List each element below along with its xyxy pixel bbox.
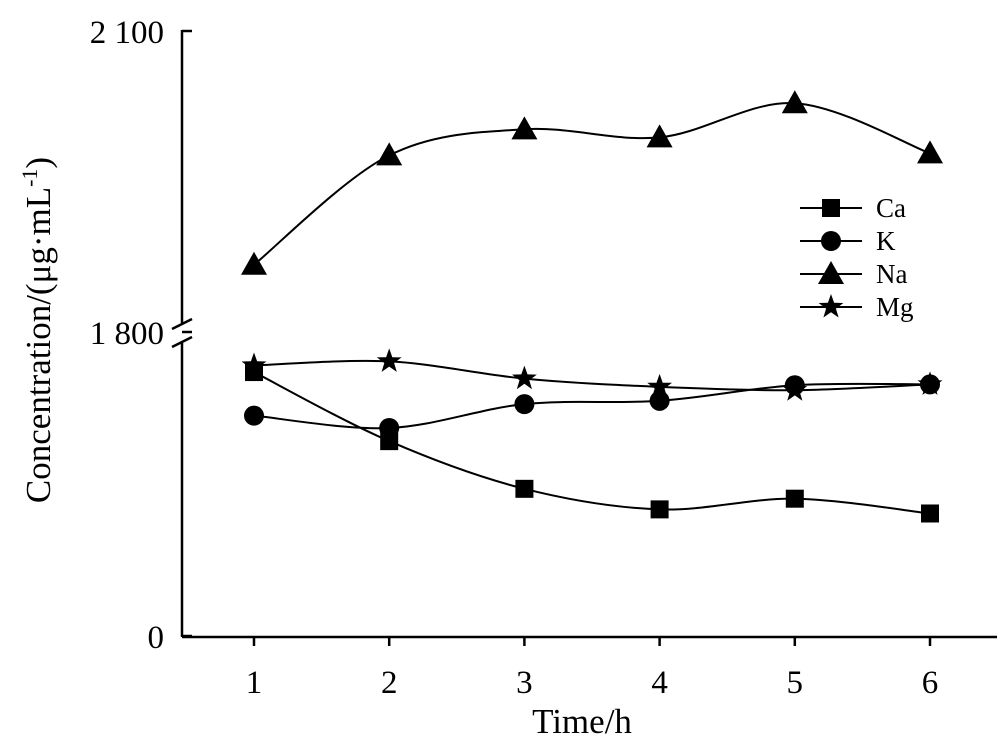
series-line-k [253,382,931,430]
data-point-na [376,142,403,166]
series-mg [241,348,943,401]
legend-item-na: Na [800,259,907,289]
x-tick-label: 6 [922,665,939,701]
data-point-k [379,417,400,438]
series-na [241,90,943,275]
y-tick-label-2100: 2 100 [90,15,164,51]
legend-item-mg: Mg [800,292,914,322]
data-point-ca [785,489,804,508]
data-point-mg [376,348,402,372]
y-ticks [182,29,192,638]
data-point-k [514,394,535,415]
series-line-ca [253,371,931,515]
x-tick-label: 3 [516,665,533,701]
x-tick-label: 4 [651,665,668,701]
legend-label: Na [876,259,907,289]
y-tick-label-0: 0 [148,620,165,656]
data-point-mg [241,352,267,376]
legend-label: K [876,226,896,256]
data-point-na [917,140,943,164]
data-point-ca [650,500,669,519]
series-ca [245,363,939,523]
data-point-ca [515,479,534,498]
x-axis-title: Time/h [532,702,632,741]
data-point-na [781,90,808,114]
legend-marker-ca [822,199,840,217]
legend-item-k: K [800,226,896,256]
legend-marker-k [821,231,841,251]
data-point-ca [921,504,939,523]
data-point-k [244,405,264,426]
series-k [244,374,940,438]
x-tick-label: 5 [787,665,804,701]
y-tick-label-1800: 1 800 [90,316,164,352]
y-axis-title-close: ) [19,157,58,169]
data-point-mg [512,365,537,390]
legend-marker-mg [818,294,844,318]
x-tick-label: 1 [246,665,263,701]
y-axis-title-superscript: -1 [17,169,42,187]
legend-label: Ca [876,193,906,223]
legend-marker-na [818,261,844,284]
series-layer [241,90,943,523]
data-point-na [646,124,673,148]
x-ticks: 1 2 3 4 5 6 [246,637,939,701]
x-tick-label: 2 [381,665,398,701]
data-point-mg [782,377,808,401]
legend-item-ca: Ca [800,193,906,223]
data-point-na [511,116,538,140]
data-point-na [241,251,267,275]
series-line-na [253,102,931,266]
legend-label: Mg [876,292,914,322]
data-point-k [649,390,670,411]
y-axis-break [171,317,193,349]
data-point-mg [647,373,672,398]
data-point-mg [917,371,943,395]
y-axis-title-main: Concentration/(μg·mL [19,187,58,503]
series-line-mg [253,359,931,392]
y-axis-title: Concentration/(μg·mL-1) [17,157,58,503]
